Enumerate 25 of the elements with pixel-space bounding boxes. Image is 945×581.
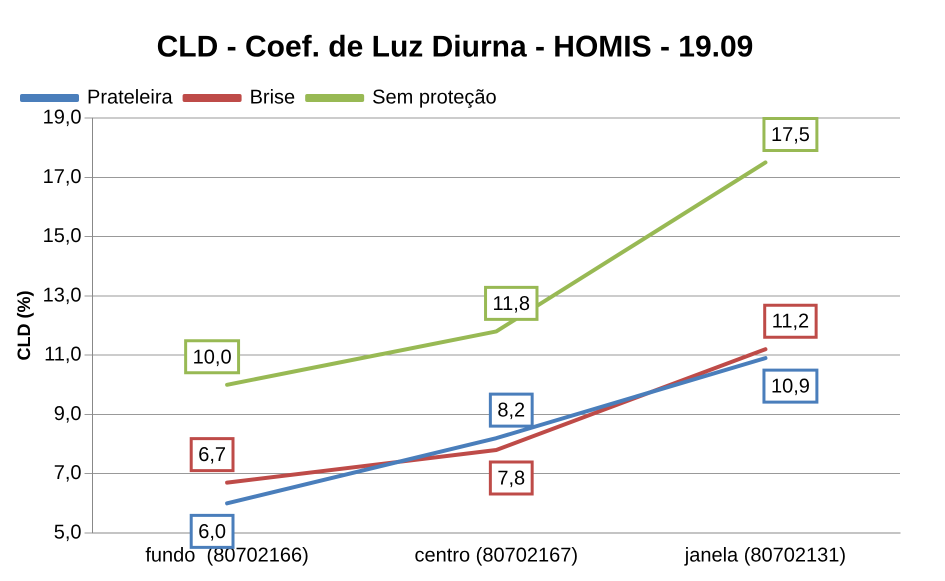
data-label: 7,8 <box>497 468 526 490</box>
y-tick-label: 13,0 <box>42 284 82 306</box>
y-tick-label: 7,0 <box>54 462 82 484</box>
y-tick-label: 17,0 <box>42 166 82 188</box>
y-tick-label: 15,0 <box>42 225 82 248</box>
chart-title: CLD - Coef. de Luz Diurna - HOMIS - 19.09 <box>156 30 754 64</box>
y-tick-label: 11,0 <box>44 344 82 366</box>
data-label: 11,8 <box>492 292 530 315</box>
legend-label: Brise <box>250 86 296 109</box>
data-label: 10,0 <box>192 346 232 368</box>
y-axis-title: CLD (%) <box>14 290 34 360</box>
x-tick-label: janela (80702131) <box>684 544 846 567</box>
data-label: 8,2 <box>497 400 526 422</box>
data-label: 17,5 <box>770 124 810 146</box>
data-label: 11,2 <box>772 310 810 333</box>
legend-label: Sem proteção <box>372 86 497 109</box>
y-tick-label: 19,0 <box>42 106 82 129</box>
x-tick-label: fundo (80702166) <box>145 544 309 567</box>
legend-label: Prateleira <box>87 86 174 109</box>
data-label: 6,7 <box>198 444 226 466</box>
x-tick-label: centro (80702167) <box>414 544 578 567</box>
data-label: 6,0 <box>198 520 226 543</box>
y-tick-label: 9,0 <box>54 402 82 425</box>
y-tick-label: 5,0 <box>54 522 82 544</box>
data-label: 10,9 <box>770 376 810 398</box>
